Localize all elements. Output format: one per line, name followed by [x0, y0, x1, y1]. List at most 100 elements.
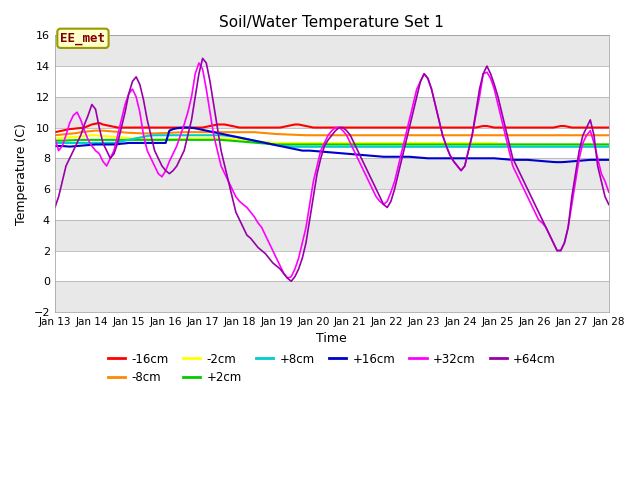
-2cm	[324, 140, 332, 146]
+32cm	[51, 135, 59, 141]
-8cm	[598, 132, 605, 138]
Bar	[55, 158, 609, 189]
+16cm	[324, 149, 332, 155]
Bar	[55, 128, 609, 158]
+16cm	[391, 154, 399, 160]
-8cm	[605, 132, 612, 138]
+16cm	[406, 154, 413, 160]
+64cm	[250, 240, 258, 246]
-2cm	[442, 140, 450, 146]
+2cm	[446, 142, 454, 147]
+32cm	[250, 214, 258, 219]
+8cm	[409, 144, 417, 150]
-8cm	[324, 132, 332, 138]
Title: Soil/Water Temperature Set 1: Soil/Water Temperature Set 1	[220, 15, 444, 30]
+64cm	[199, 56, 207, 61]
-8cm	[250, 129, 258, 135]
Y-axis label: Temperature (C): Temperature (C)	[15, 123, 28, 225]
-2cm	[391, 140, 399, 146]
+2cm	[394, 142, 402, 147]
+64cm	[394, 171, 402, 177]
-16cm	[442, 125, 450, 131]
+64cm	[605, 202, 612, 207]
+32cm	[328, 128, 335, 133]
-8cm	[391, 132, 399, 138]
-16cm	[406, 125, 413, 131]
Line: -16cm: -16cm	[55, 123, 609, 132]
+8cm	[151, 132, 159, 138]
+8cm	[601, 144, 609, 150]
+32cm	[409, 102, 417, 108]
+2cm	[605, 142, 612, 147]
+8cm	[291, 144, 299, 150]
+16cm	[553, 159, 561, 165]
Line: +16cm: +16cm	[55, 128, 609, 162]
Bar	[55, 281, 609, 312]
-2cm	[88, 132, 95, 138]
Line: +2cm: +2cm	[55, 140, 609, 144]
+64cm	[601, 194, 609, 200]
-2cm	[601, 142, 609, 147]
Bar	[55, 66, 609, 97]
+2cm	[51, 138, 59, 144]
-16cm	[95, 120, 103, 126]
+16cm	[180, 125, 188, 131]
+32cm	[284, 276, 291, 281]
Legend: -16cm, -8cm, -2cm, +2cm, +8cm, +16cm, +32cm, +64cm: -16cm, -8cm, -2cm, +2cm, +8cm, +16cm, +3…	[103, 348, 561, 389]
+16cm	[605, 157, 612, 163]
-2cm	[605, 142, 612, 147]
+64cm	[287, 278, 295, 284]
+32cm	[601, 179, 609, 184]
-16cm	[324, 125, 332, 131]
Line: +8cm: +8cm	[55, 135, 609, 147]
-2cm	[51, 135, 59, 141]
Bar	[55, 36, 609, 66]
-8cm	[406, 132, 413, 138]
-8cm	[92, 128, 99, 133]
+16cm	[601, 157, 609, 163]
-16cm	[250, 125, 258, 131]
+8cm	[250, 138, 258, 144]
+16cm	[250, 138, 258, 144]
Bar	[55, 251, 609, 281]
+64cm	[328, 132, 335, 138]
-16cm	[605, 125, 612, 131]
+2cm	[409, 142, 417, 147]
-16cm	[598, 125, 605, 131]
+8cm	[328, 144, 335, 150]
-8cm	[51, 132, 59, 138]
Line: +64cm: +64cm	[55, 59, 609, 281]
+2cm	[601, 142, 609, 147]
+16cm	[51, 143, 59, 149]
Bar	[55, 189, 609, 220]
-8cm	[442, 132, 450, 138]
+2cm	[328, 142, 335, 147]
+2cm	[77, 137, 84, 143]
Line: -2cm: -2cm	[55, 135, 609, 144]
-2cm	[406, 140, 413, 146]
+64cm	[51, 204, 59, 210]
+32cm	[394, 163, 402, 169]
Bar	[55, 97, 609, 128]
Text: EE_met: EE_met	[60, 32, 106, 45]
+32cm	[605, 189, 612, 195]
+32cm	[195, 60, 203, 66]
+64cm	[409, 109, 417, 115]
-2cm	[505, 142, 513, 147]
+2cm	[273, 142, 280, 147]
+16cm	[442, 156, 450, 161]
+64cm	[446, 152, 454, 158]
X-axis label: Time: Time	[316, 333, 348, 346]
+8cm	[605, 144, 612, 150]
Bar	[55, 220, 609, 251]
-2cm	[250, 138, 258, 144]
+8cm	[446, 144, 454, 150]
+8cm	[394, 144, 402, 150]
+2cm	[250, 140, 258, 145]
Line: -8cm: -8cm	[55, 131, 609, 135]
+32cm	[446, 152, 454, 158]
+8cm	[51, 140, 59, 146]
-16cm	[391, 125, 399, 131]
Line: +32cm: +32cm	[55, 63, 609, 278]
-16cm	[51, 129, 59, 135]
